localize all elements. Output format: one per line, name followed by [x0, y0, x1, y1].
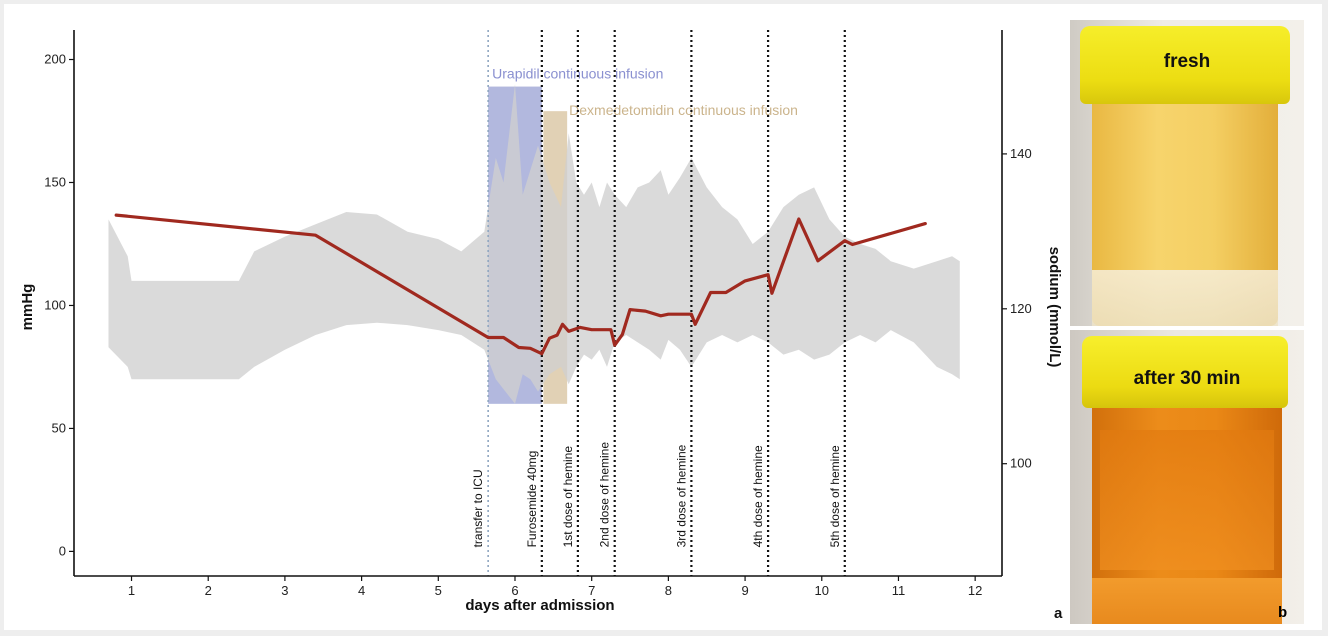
x-tick-label: 1	[128, 583, 135, 598]
photo-panel-b: fresh after 30 min b	[1070, 20, 1304, 624]
x-tick-label: 10	[815, 583, 829, 598]
y-right-tick-label: 100	[1010, 456, 1032, 471]
y-right-axis-title: sodium (mmol/L)	[1046, 247, 1063, 368]
cup-lid-after	[1082, 336, 1288, 408]
event-label-5: 4th dose of hemine	[751, 445, 765, 547]
label-after-30-min: after 30 min	[1133, 368, 1241, 389]
shaded-period-label-0: Urapidil continuous infusion	[492, 66, 663, 82]
bp-range-polygon	[108, 84, 960, 404]
x-tick-label: 2	[205, 583, 212, 598]
event-label-0: transfer to ICU	[471, 469, 485, 547]
y-left-tick-label: 50	[52, 420, 66, 435]
y-left-tick-label: 100	[44, 297, 66, 312]
event-label-2: 1st dose of hemine	[561, 446, 575, 548]
event-label-3: 2nd dose of hemine	[598, 442, 612, 548]
cup-bottom-fresh	[1092, 270, 1278, 326]
bp-range-area	[108, 84, 960, 404]
event-label-1: Furosemide 40mg	[525, 451, 539, 548]
x-tick-label: 7	[588, 583, 595, 598]
event-lines: transfer to ICU Furosemide 40mg 1st dose o…	[471, 30, 846, 576]
x-tick-label: 11	[892, 583, 906, 598]
cup-bottom-after	[1092, 578, 1282, 624]
panel-label-a: a	[1054, 605, 1063, 622]
x-tick-label: 4	[358, 583, 365, 598]
photo-after-30-min: after 30 min	[1070, 330, 1304, 624]
y-left-tick-label: 150	[44, 174, 66, 189]
figure: Urapidil continuous infusion Dexmedetomid…	[4, 4, 1322, 630]
event-label-4: 3rd dose of hemine	[674, 444, 688, 547]
x-tick-label: 3	[281, 583, 288, 598]
x-tick-label: 5	[435, 583, 442, 598]
shaded-period-label-1: Dexmedetomidin continuous infusion	[569, 102, 798, 118]
x-tick-label: 9	[741, 583, 748, 598]
sodium-series	[114, 213, 927, 356]
x-axis-title: days after admission	[465, 597, 614, 614]
x-tick-label: 12	[968, 583, 982, 598]
panel-label-b: b	[1278, 604, 1288, 621]
label-fresh: fresh	[1163, 51, 1211, 72]
x-tick-label: 6	[511, 583, 518, 598]
cup-lid-fresh	[1080, 26, 1290, 104]
y-left-tick-label: 200	[44, 52, 66, 67]
y-left-tick-label: 0	[59, 543, 66, 558]
sodium-line	[114, 213, 927, 356]
x-tick-label: 8	[665, 583, 672, 598]
y-right-tick-label: 120	[1010, 301, 1032, 316]
y-left-axis-title: mmHg	[19, 284, 36, 331]
cup-liquid-after	[1100, 430, 1274, 570]
chart-panel-a: Urapidil continuous infusion Dexmedetomid…	[19, 30, 1063, 622]
photo-fresh: fresh	[1070, 20, 1304, 326]
y-right-tick-label: 140	[1010, 146, 1032, 161]
event-label-6: 5th dose of hemine	[828, 445, 842, 547]
